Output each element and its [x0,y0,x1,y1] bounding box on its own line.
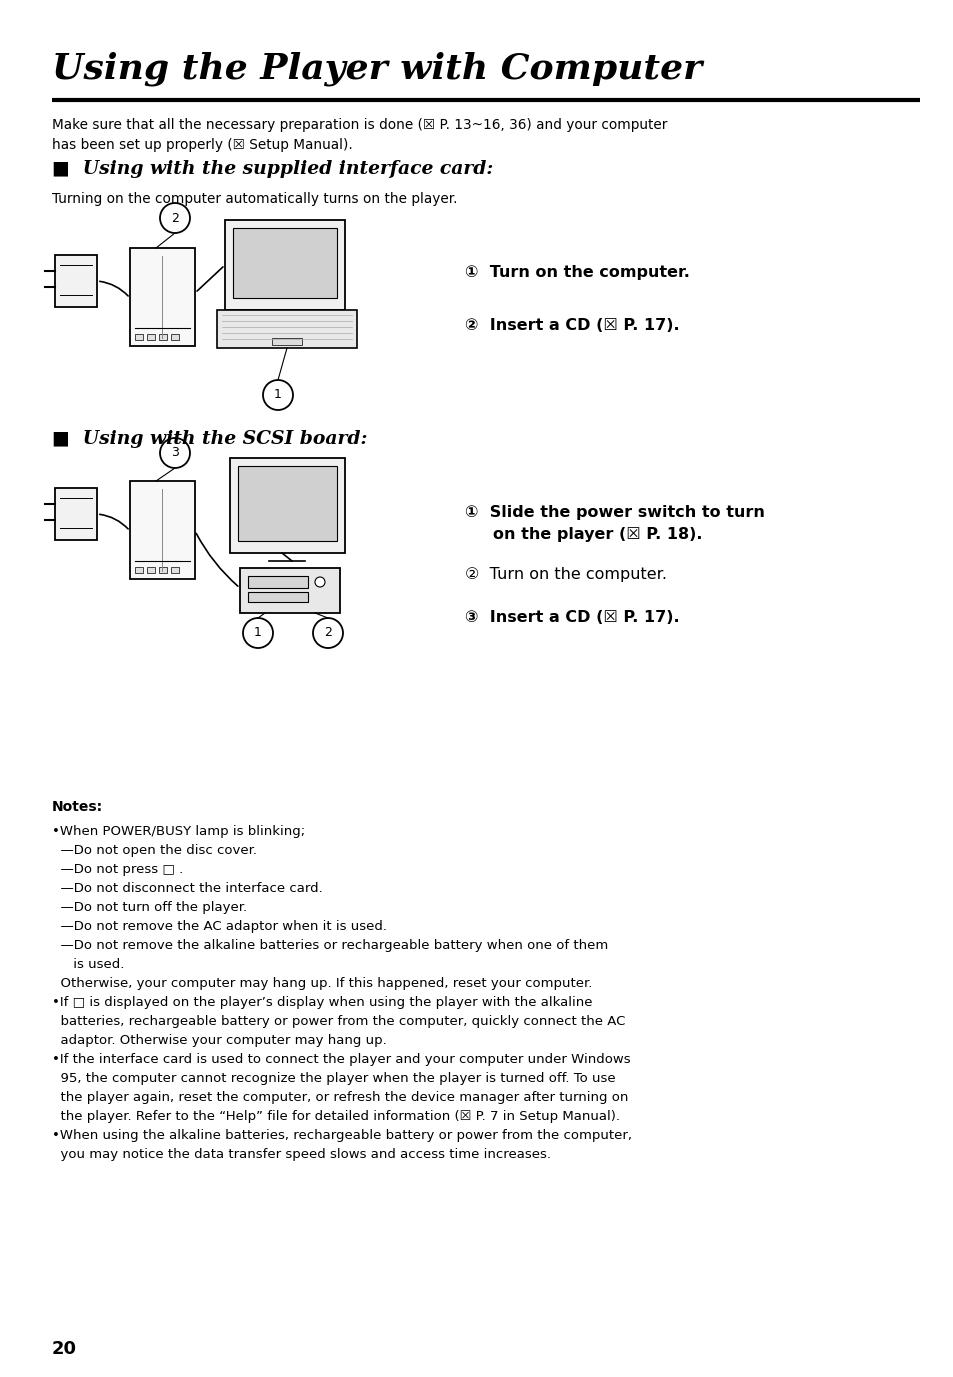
FancyBboxPatch shape [55,487,97,540]
Text: Using the Player with Computer: Using the Player with Computer [52,52,701,87]
FancyBboxPatch shape [233,229,336,297]
Text: —Do not turn off the player.: —Do not turn off the player. [52,901,247,914]
Text: —Do not press □ .: —Do not press □ . [52,863,183,876]
Text: —Do not remove the AC adaptor when it is used.: —Do not remove the AC adaptor when it is… [52,920,387,934]
Text: Make sure that all the necessary preparation is done (☒ P. 13~16, 36) and your c: Make sure that all the necessary prepara… [52,118,667,132]
Text: 1: 1 [274,388,282,402]
FancyBboxPatch shape [225,220,345,310]
Circle shape [263,380,293,410]
Text: Notes:: Notes: [52,800,103,814]
FancyBboxPatch shape [248,576,308,588]
FancyBboxPatch shape [135,335,143,340]
Text: •When POWER/BUSY lamp is blinking;: •When POWER/BUSY lamp is blinking; [52,825,305,839]
Circle shape [314,577,325,587]
Text: ③  Insert a CD (☒ P. 17).: ③ Insert a CD (☒ P. 17). [464,610,679,625]
Text: you may notice the data transfer speed slows and access time increases.: you may notice the data transfer speed s… [52,1148,551,1161]
Text: Otherwise, your computer may hang up. If this happened, reset your computer.: Otherwise, your computer may hang up. If… [52,978,592,990]
FancyBboxPatch shape [147,335,154,340]
FancyBboxPatch shape [130,481,194,578]
Text: ②  Turn on the computer.: ② Turn on the computer. [464,567,666,582]
FancyBboxPatch shape [171,567,179,573]
Text: ①  Turn on the computer.: ① Turn on the computer. [464,264,689,280]
FancyBboxPatch shape [159,335,167,340]
FancyBboxPatch shape [55,255,97,307]
Text: the player. Refer to the “Help” file for detailed information (☒ P. 7 in Setup M: the player. Refer to the “Help” file for… [52,1110,619,1124]
FancyBboxPatch shape [248,592,308,602]
Text: 1: 1 [253,627,262,639]
Text: ■  Using with the SCSI board:: ■ Using with the SCSI board: [52,430,367,448]
Text: Turning on the computer automatically turns on the player.: Turning on the computer automatically tu… [52,191,457,207]
Text: •If □ is displayed on the player’s display when using the player with the alkali: •If □ is displayed on the player’s displ… [52,996,592,1009]
FancyBboxPatch shape [171,335,179,340]
FancyBboxPatch shape [240,567,339,613]
Circle shape [313,618,343,649]
Text: 2: 2 [324,627,332,639]
Text: —Do not disconnect the interface card.: —Do not disconnect the interface card. [52,883,322,895]
FancyBboxPatch shape [237,465,336,541]
Text: —Do not open the disc cover.: —Do not open the disc cover. [52,844,256,856]
Text: on the player (☒ P. 18).: on the player (☒ P. 18). [493,527,701,543]
Text: 2: 2 [171,212,179,224]
Circle shape [160,202,190,233]
Circle shape [243,618,273,649]
FancyBboxPatch shape [216,310,356,348]
Text: batteries, rechargeable battery or power from the computer, quickly connect the : batteries, rechargeable battery or power… [52,1015,625,1029]
Text: has been set up properly (☒ Setup Manual).: has been set up properly (☒ Setup Manual… [52,138,353,151]
FancyBboxPatch shape [130,248,194,346]
Text: 95, the computer cannot recognize the player when the player is turned off. To u: 95, the computer cannot recognize the pl… [52,1073,615,1085]
FancyBboxPatch shape [272,337,302,346]
FancyBboxPatch shape [230,459,345,554]
FancyBboxPatch shape [147,567,154,573]
FancyBboxPatch shape [159,567,167,573]
Text: is used.: is used. [52,958,124,971]
FancyBboxPatch shape [135,567,143,573]
Text: the player again, reset the computer, or refresh the device manager after turnin: the player again, reset the computer, or… [52,1091,628,1104]
Text: 3: 3 [171,446,179,460]
Text: ①  Slide the power switch to turn: ① Slide the power switch to turn [464,505,764,521]
Circle shape [160,438,190,468]
Text: ■  Using with the supplied interface card:: ■ Using with the supplied interface card… [52,160,493,178]
Text: •When using the alkaline batteries, rechargeable battery or power from the compu: •When using the alkaline batteries, rech… [52,1129,631,1142]
Text: 20: 20 [52,1340,77,1358]
Text: adaptor. Otherwise your computer may hang up.: adaptor. Otherwise your computer may han… [52,1034,386,1047]
Text: ②  Insert a CD (☒ P. 17).: ② Insert a CD (☒ P. 17). [464,318,679,333]
Text: —Do not remove the alkaline batteries or rechargeable battery when one of them: —Do not remove the alkaline batteries or… [52,939,608,952]
Text: •If the interface card is used to connect the player and your computer under Win: •If the interface card is used to connec… [52,1053,630,1066]
